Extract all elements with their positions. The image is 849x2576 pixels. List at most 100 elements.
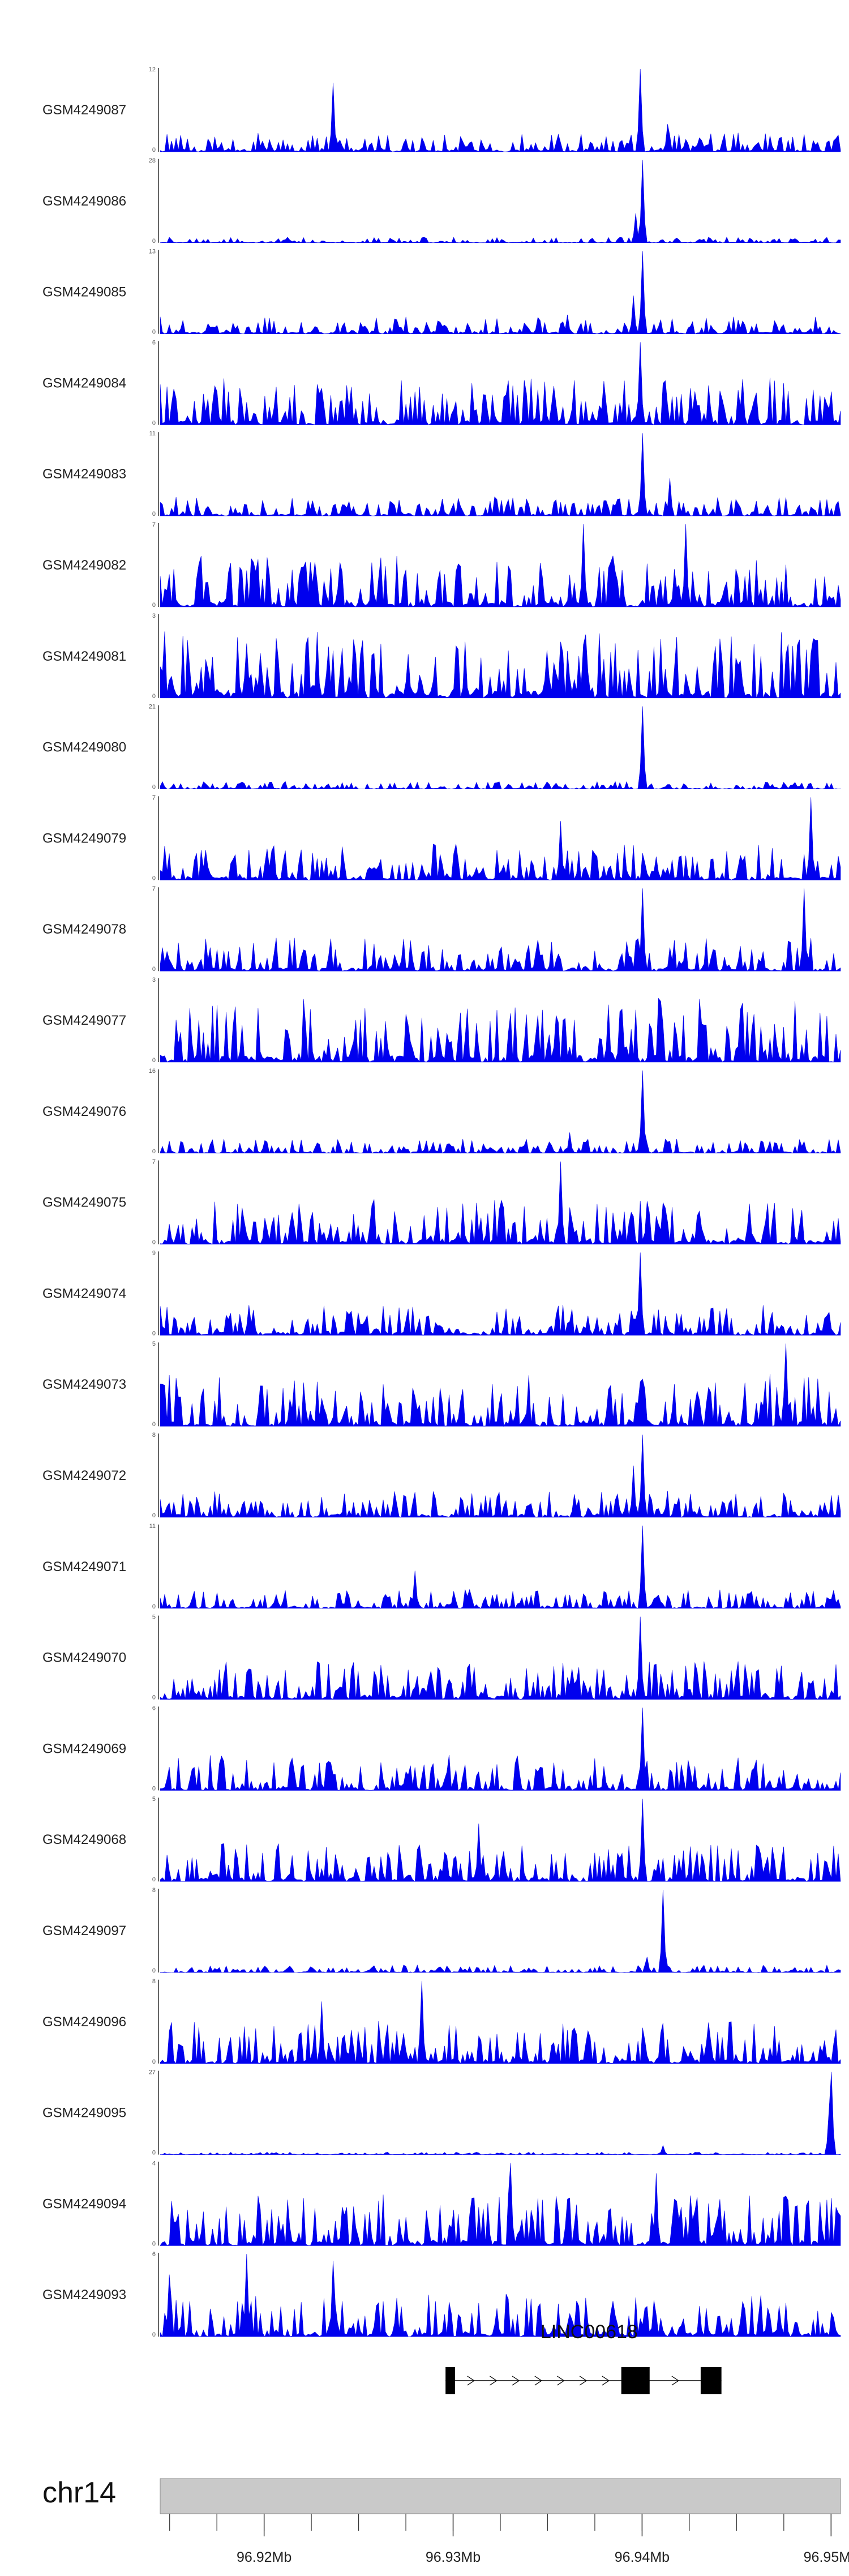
track-label: GSM4249072 xyxy=(42,1468,126,1483)
track-ymax-label: 6 xyxy=(152,2251,156,2258)
track-signal-area xyxy=(160,1980,841,2064)
track-ymin-label: 0 xyxy=(152,784,156,791)
track-GSM4249071: GSM4249071 11 0 xyxy=(42,1523,841,1610)
track-GSM4249093: GSM4249093 6 0 xyxy=(42,2251,841,2338)
track-label: GSM4249068 xyxy=(42,1832,126,1847)
track-ymin-label: 0 xyxy=(152,602,156,609)
track-label: GSM4249078 xyxy=(42,922,126,937)
strand-arrow xyxy=(557,2376,565,2386)
track-GSM4249094: GSM4249094 4 0 xyxy=(42,2160,841,2247)
track-ymax-label: 12 xyxy=(149,66,156,73)
track-ymin-label: 0 xyxy=(152,238,156,245)
track-signal-area xyxy=(160,1799,841,1882)
track-ymax-label: 7 xyxy=(152,794,156,801)
track-signal-area xyxy=(160,1343,841,1427)
track-GSM4249080: GSM4249080 21 0 xyxy=(42,704,841,791)
track-label: GSM4249073 xyxy=(42,1377,126,1392)
track-signal-area xyxy=(160,69,841,152)
track-signal-area xyxy=(160,797,841,881)
track-ymin-label: 0 xyxy=(152,2150,156,2156)
track-ymin-label: 0 xyxy=(152,2331,156,2338)
track-label: GSM4249079 xyxy=(42,831,126,846)
track-ymax-label: 8 xyxy=(152,1887,156,1894)
track-signal-area xyxy=(160,1708,841,1791)
track-GSM4249074: GSM4249074 9 0 xyxy=(42,1250,841,1337)
track-ymin-label: 0 xyxy=(152,693,156,700)
track-signal-area xyxy=(160,524,841,607)
track-signal-area xyxy=(160,433,841,517)
track-label: GSM4249075 xyxy=(42,1195,126,1210)
track-label: GSM4249084 xyxy=(42,375,126,391)
track-GSM4249086: GSM4249086 28 0 xyxy=(42,157,841,245)
gene-exon xyxy=(621,2367,650,2394)
track-ymax-label: 28 xyxy=(149,157,156,164)
track-ymin-label: 0 xyxy=(152,2240,156,2247)
track-label: GSM4249074 xyxy=(42,1286,126,1301)
track-GSM4249085: GSM4249085 13 0 xyxy=(42,249,841,336)
track-ymax-label: 11 xyxy=(149,430,156,437)
gene-exon xyxy=(700,2367,722,2394)
track-signal-area xyxy=(160,2254,841,2338)
track-signal-area xyxy=(160,998,841,1063)
track-ymax-label: 27 xyxy=(149,2069,156,2076)
track-label: GSM4249095 xyxy=(42,2106,126,2121)
track-ymin-label: 0 xyxy=(152,966,156,973)
track-GSM4249087: GSM4249087 12 0 xyxy=(42,66,841,153)
strand-arrow xyxy=(602,2376,610,2386)
track-signal-area xyxy=(160,1161,841,1245)
strand-arrow xyxy=(490,2376,498,2386)
gene-strand-arrows xyxy=(467,2376,680,2386)
track-ymax-label: 5 xyxy=(152,1614,156,1621)
track-ymax-label: 8 xyxy=(152,1978,156,1985)
track-signal-area xyxy=(160,160,841,243)
track-signal-area xyxy=(160,1252,841,1336)
track-ymin-label: 0 xyxy=(152,511,156,517)
track-ymax-label: 6 xyxy=(152,339,156,346)
track-signal-area xyxy=(160,1525,841,1609)
signal-tracks: GSM4249087120GSM4249086280GSM4249085130G… xyxy=(42,66,841,2338)
track-GSM4249097: GSM4249097 8 0 xyxy=(42,1887,841,1974)
track-label: GSM4249069 xyxy=(42,1741,126,1756)
track-ymax-label: 6 xyxy=(152,1705,156,1711)
track-label: GSM4249083 xyxy=(42,467,126,482)
track-signal-area xyxy=(160,1070,841,1154)
track-GSM4249084: GSM4249084 6 0 xyxy=(42,339,841,426)
track-GSM4249081: GSM4249081 3 0 xyxy=(42,613,841,700)
track-ymax-label: 9 xyxy=(152,1250,156,1256)
track-signal-area xyxy=(160,2163,841,2246)
track-GSM4249083: GSM4249083 11 0 xyxy=(42,430,841,517)
track-label: GSM4249076 xyxy=(42,1104,126,1119)
gene-exon xyxy=(445,2367,455,2394)
track-signal-area xyxy=(160,1434,841,1518)
track-signal-area xyxy=(160,1889,841,1973)
track-signal-area xyxy=(160,342,841,426)
track-ymin-label: 0 xyxy=(152,875,156,882)
strand-arrow xyxy=(534,2376,542,2386)
track-label: GSM4249080 xyxy=(42,740,126,755)
strand-arrow xyxy=(579,2376,588,2386)
track-ymax-label: 7 xyxy=(152,1159,156,1166)
track-ymax-label: 13 xyxy=(149,249,156,255)
axis-tick-label: 96.95Mb xyxy=(804,2549,849,2565)
track-signal-area xyxy=(160,631,841,699)
track-ymin-label: 0 xyxy=(152,329,156,336)
gene-annotation-track: LINC00618 xyxy=(445,2321,722,2394)
track-GSM4249078: GSM4249078 7 0 xyxy=(42,885,841,973)
track-GSM4249075: GSM4249075 7 0 xyxy=(42,1159,841,1246)
track-GSM4249096: GSM4249096 8 0 xyxy=(42,1978,841,2065)
track-ymin-label: 0 xyxy=(152,1421,156,1428)
track-label: GSM4249071 xyxy=(42,1559,126,1574)
track-label: GSM4249081 xyxy=(42,649,126,664)
track-ymax-label: 3 xyxy=(152,613,156,619)
axis-major-ticks: 96.92Mb 96.93Mb 96.94Mb 96.95Mb xyxy=(237,2514,849,2565)
track-signal-area xyxy=(160,2072,841,2155)
track-ymin-label: 0 xyxy=(152,1148,156,1155)
track-label: GSM4249093 xyxy=(42,2287,126,2303)
track-ymin-label: 0 xyxy=(152,1967,156,1974)
track-ymax-label: 8 xyxy=(152,1432,156,1439)
track-label: GSM4249085 xyxy=(42,285,126,300)
track-ymax-label: 5 xyxy=(152,1341,156,1347)
track-ymin-label: 0 xyxy=(152,420,156,426)
axis-tick-label: 96.94Mb xyxy=(615,2549,670,2565)
